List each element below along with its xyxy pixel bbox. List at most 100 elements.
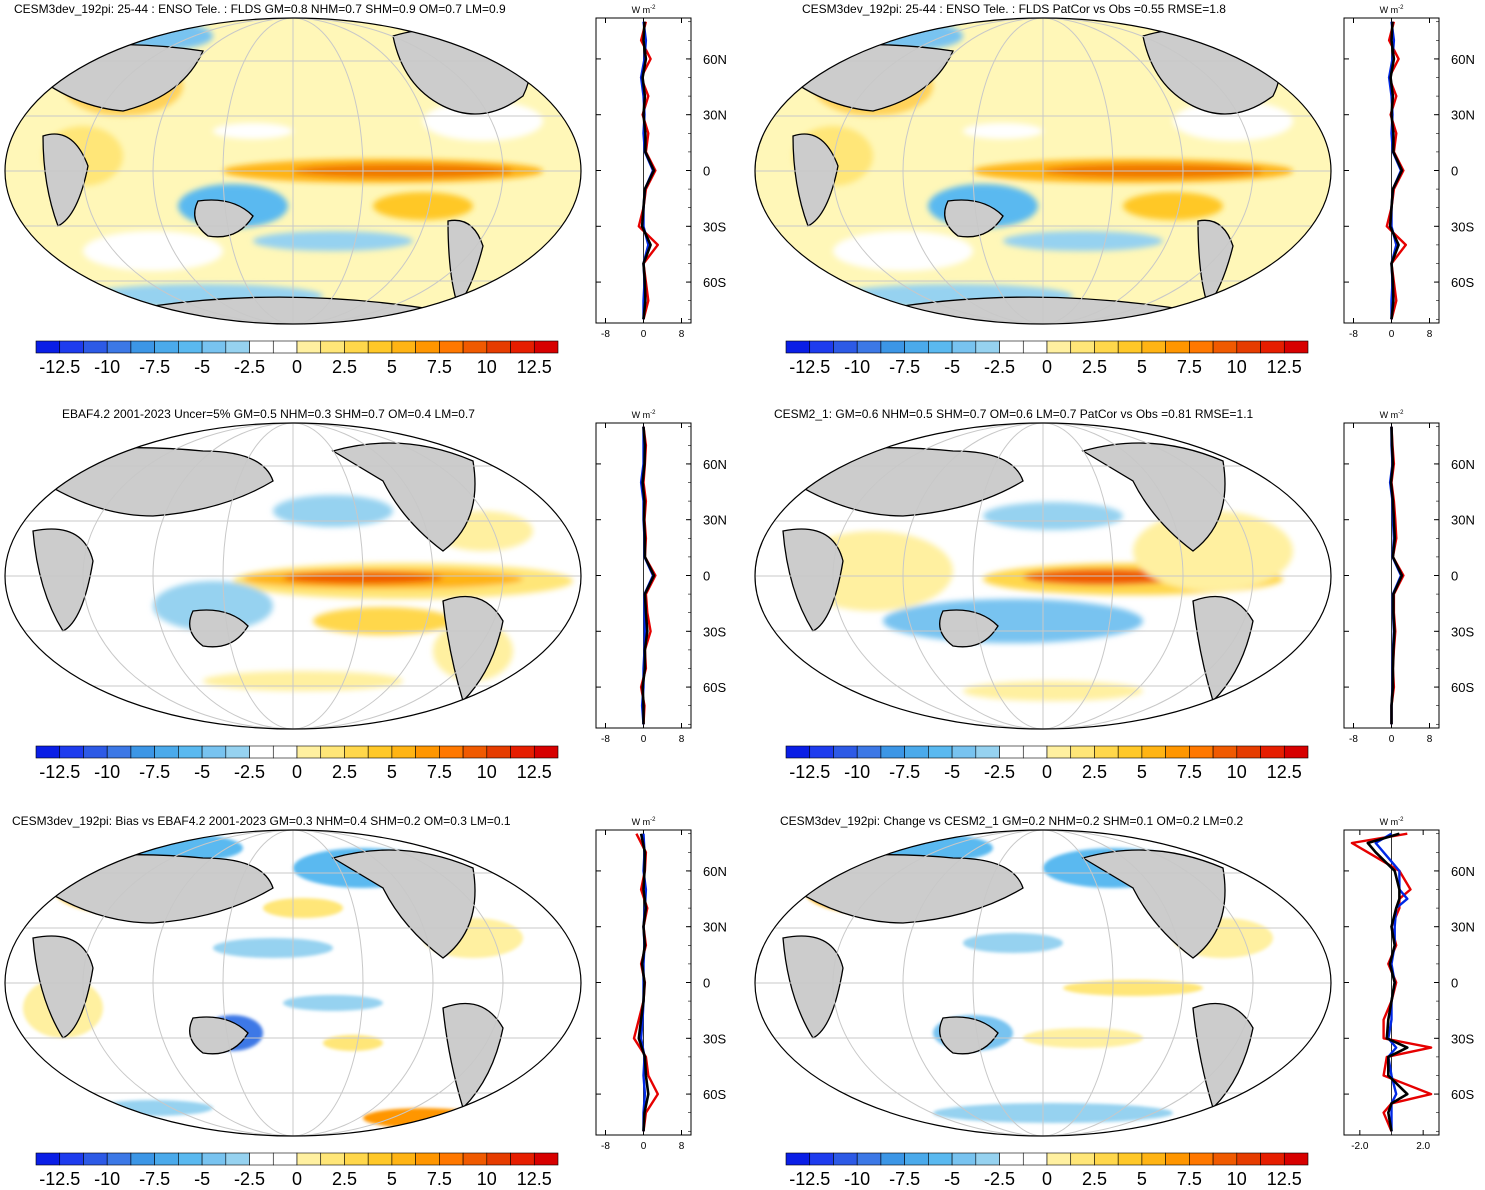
colorbar-swatch <box>201 340 227 354</box>
colorbar-swatch <box>1046 340 1072 354</box>
colorbar-swatch <box>510 1152 535 1166</box>
x-tick-label: -2.0 <box>1351 1141 1369 1152</box>
colorbar-label: 2.5 <box>332 1169 357 1189</box>
colorbar-label: -7.5 <box>139 762 170 782</box>
colorbar: -12.5 -10 -7.5 -5 -2.5 0 2.5 5 7.5 10 12.5 <box>785 1152 1309 1189</box>
colorbar-swatch <box>785 340 811 354</box>
colorbar-label: -10 <box>844 357 870 377</box>
zonal-line-mean <box>640 21 656 320</box>
colorbar-label: 7.5 <box>427 357 452 377</box>
zonal-line-mean <box>1366 832 1409 1132</box>
lat-tick-label: 60S <box>1451 275 1474 290</box>
colorbar-swatch <box>1260 745 1285 759</box>
x-tick-label: 0 <box>1389 329 1395 340</box>
colorbar-swatch <box>951 340 977 354</box>
colorbar-swatch <box>344 340 369 354</box>
lat-tick-label: 30N <box>1451 108 1475 123</box>
colorbar-swatch <box>178 745 203 759</box>
colorbar-swatch <box>59 745 84 759</box>
colorbar-label: -2.5 <box>984 1169 1015 1189</box>
colorbar-label: 10 <box>1227 357 1247 377</box>
colorbar-swatch <box>1141 340 1166 354</box>
colorbar-label: -7.5 <box>889 357 920 377</box>
colorbar-swatch <box>178 1152 203 1166</box>
lat-tick-label: 60N <box>1451 52 1475 67</box>
colorbar-swatch <box>1260 1152 1285 1166</box>
colorbar-swatch <box>1236 1152 1261 1166</box>
colorbar: -12.5 -10 -7.5 -5 -2.5 0 2.5 5 7.5 10 12.5 <box>35 1152 559 1189</box>
zonal-mean-plot: W m-2 60N 30N 0 30S 60S -2.0 2.0 <box>1343 817 1475 1152</box>
zonal-units-label: W m-2 <box>632 817 656 827</box>
map <box>754 829 1332 1137</box>
zonal-mean-plot: W m-2 60N 30N 0 30S 60S -8 0 8 <box>595 817 727 1152</box>
colorbar-swatch <box>391 1152 416 1166</box>
zonal-line-mean <box>1389 426 1404 725</box>
colorbar-label: -2.5 <box>984 357 1015 377</box>
colorbar-swatch <box>296 745 322 759</box>
colorbar-label: -12.5 <box>39 1169 80 1189</box>
lat-tick-label: 60N <box>703 864 727 879</box>
lat-tick-label: 60S <box>1451 1087 1474 1102</box>
colorbar-swatch <box>1094 340 1119 354</box>
colorbar-label: 12.5 <box>1267 357 1302 377</box>
colorbar-swatch <box>344 745 369 759</box>
x-tick-label: 8 <box>679 329 685 340</box>
x-tick-label: 8 <box>1427 329 1433 340</box>
colorbar-swatch <box>439 1152 464 1166</box>
colorbar-swatch <box>1189 340 1214 354</box>
colorbar-swatch <box>1141 745 1166 759</box>
panel-1: CESM3dev_192pi: 25-44 : ENSO Tele. : FLD… <box>0 0 740 390</box>
colorbar-swatch <box>272 1152 298 1166</box>
colorbar-swatch <box>415 340 440 354</box>
colorbar-swatch <box>1094 1152 1119 1166</box>
colorbar-label: 5 <box>1137 1169 1147 1189</box>
colorbar-swatch <box>106 1152 132 1166</box>
panel-title: CESM3dev_192pi: 25-44 : ENSO Tele. : FLD… <box>802 2 1226 16</box>
panel-title: CESM3dev_192pi: Bias vs EBAF4.2 2001-202… <box>12 814 511 828</box>
colorbar-swatch <box>533 745 559 759</box>
colorbar-label: 5 <box>387 357 397 377</box>
colorbar-swatch <box>975 745 1000 759</box>
colorbar-swatch <box>249 1152 274 1166</box>
colorbar-swatch <box>486 745 511 759</box>
lat-tick-label: 60N <box>1451 864 1475 879</box>
colorbar-label: -5 <box>194 357 210 377</box>
x-tick-label: -8 <box>1349 329 1358 340</box>
colorbar-swatch <box>320 1152 345 1166</box>
colorbar-swatch <box>154 1152 179 1166</box>
colorbar-label: -10 <box>844 1169 870 1189</box>
colorbar-label: 0 <box>1042 1169 1052 1189</box>
panel-3: EBAF4.2 2001-2023 Uncer=5% GM=0.5 NHM=0.… <box>0 405 740 795</box>
colorbar-swatch <box>154 340 179 354</box>
panel-title: CESM2_1: GM=0.6 NHM=0.5 SHM=0.7 OM=0.6 L… <box>774 407 1254 421</box>
panel-2: CESM3dev_192pi: 25-44 : ENSO Tele. : FLD… <box>750 0 1485 390</box>
map <box>4 422 582 730</box>
colorbar-label: 5 <box>387 1169 397 1189</box>
colorbar-swatch <box>1236 340 1261 354</box>
colorbar-label: -10 <box>94 357 120 377</box>
lat-tick-label: 60S <box>1451 680 1474 695</box>
colorbar-label: 2.5 <box>332 357 357 377</box>
colorbar-label: 5 <box>1137 357 1147 377</box>
colorbar-label: 10 <box>477 1169 497 1189</box>
colorbar-swatch <box>975 340 1000 354</box>
colorbar-label: -10 <box>94 1169 120 1189</box>
colorbar: -12.5 -10 -7.5 -5 -2.5 0 2.5 5 7.5 10 12.5 <box>35 340 559 377</box>
colorbar-swatch <box>462 1152 488 1166</box>
panel-title: EBAF4.2 2001-2023 Uncer=5% GM=0.5 NHM=0.… <box>62 407 475 421</box>
colorbar-label: -2.5 <box>984 762 1015 782</box>
colorbar-label: 7.5 <box>1177 762 1202 782</box>
lat-tick-label: 0 <box>703 569 710 584</box>
colorbar-swatch <box>59 1152 84 1166</box>
colorbar-swatch <box>296 1152 322 1166</box>
colorbar-label: 5 <box>1137 762 1147 782</box>
lat-tick-label: 60S <box>703 275 726 290</box>
colorbar-swatch <box>1212 340 1238 354</box>
map <box>4 829 582 1137</box>
lat-tick-label: 0 <box>703 164 710 179</box>
x-tick-label: 8 <box>679 734 685 745</box>
colorbar-label: -5 <box>944 357 960 377</box>
colorbar-label: -5 <box>944 1169 960 1189</box>
colorbar: -12.5 -10 -7.5 -5 -2.5 0 2.5 5 7.5 10 12.5 <box>785 745 1309 782</box>
panel-5: CESM3dev_192pi: Bias vs EBAF4.2 2001-202… <box>0 812 740 1189</box>
